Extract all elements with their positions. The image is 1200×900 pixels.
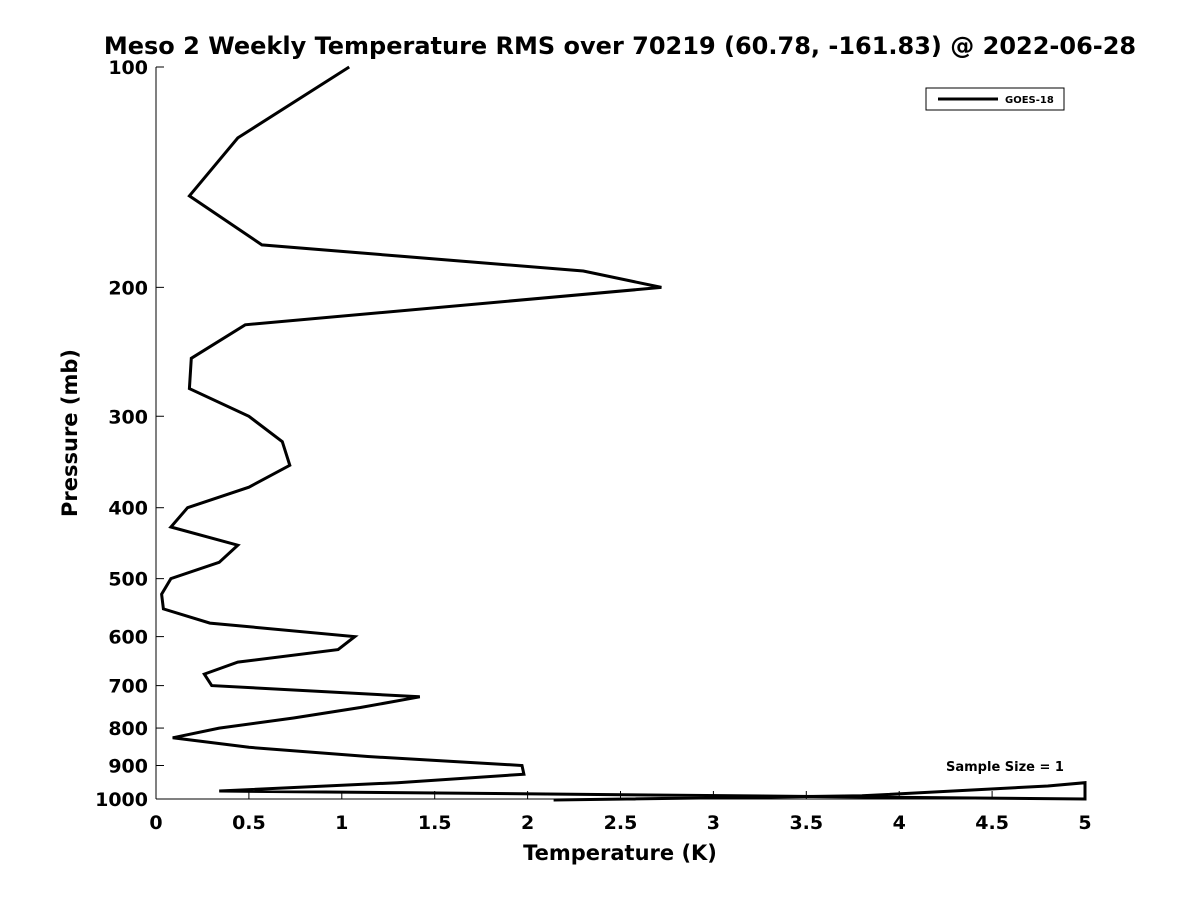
y-axis-ticks: 100 200 300 400 500 600 700 800 900 1000 xyxy=(95,57,164,811)
y-tick-label: 100 xyxy=(108,57,148,79)
x-tick-label: 0.5 xyxy=(232,812,266,834)
x-tick-label: 4 xyxy=(893,812,906,834)
y-tick-label: 900 xyxy=(108,756,148,778)
chart-title: Meso 2 Weekly Temperature RMS over 70219… xyxy=(104,32,1136,60)
x-tick-label: 0 xyxy=(149,812,162,834)
series-layer xyxy=(160,65,1087,802)
x-tick-label: 4.5 xyxy=(975,812,1009,834)
x-axis-ticks: 0 0.5 1 1.5 2 2.5 3 3.5 4 4.5 5 xyxy=(149,791,1092,834)
y-tick-label: 400 xyxy=(108,498,148,520)
x-tick-label: 3 xyxy=(707,812,720,834)
x-tick-label: 1 xyxy=(335,812,348,834)
legend: GOES-18 xyxy=(925,87,1065,111)
x-tick-label: 2.5 xyxy=(604,812,638,834)
x-tick-label: 3.5 xyxy=(789,812,823,834)
y-tick-label: 500 xyxy=(108,569,148,591)
y-tick-label: 1000 xyxy=(95,789,148,811)
x-axis-label: Temperature (K) xyxy=(523,841,717,865)
y-tick-label: 300 xyxy=(108,406,148,428)
legend-label: GOES-18 xyxy=(1005,95,1054,106)
x-tick-label: 2 xyxy=(521,812,534,834)
x-tick-label: 1.5 xyxy=(418,812,452,834)
sample-size-annotation: Sample Size = 1 xyxy=(946,760,1064,775)
y-tick-label: 800 xyxy=(108,718,148,740)
x-tick-label: 5 xyxy=(1078,812,1091,834)
y-axis-label: Pressure (mb) xyxy=(58,349,82,517)
y-tick-label: 700 xyxy=(108,676,148,698)
y-tick-label: 600 xyxy=(108,627,148,649)
y-tick-label: 200 xyxy=(108,277,148,299)
series-line-goes-18 xyxy=(160,65,1087,802)
